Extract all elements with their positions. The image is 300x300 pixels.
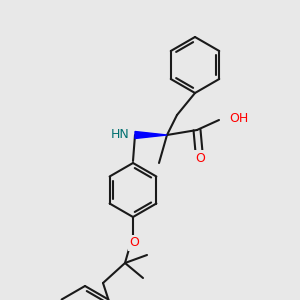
Text: HN: HN — [111, 128, 130, 142]
Text: O: O — [195, 152, 205, 164]
Text: O: O — [129, 236, 139, 250]
Text: OH: OH — [229, 112, 248, 124]
Polygon shape — [135, 131, 167, 139]
